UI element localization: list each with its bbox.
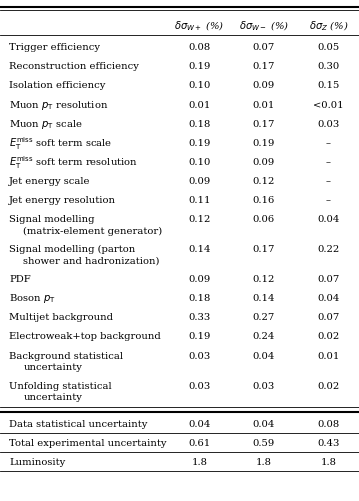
Text: 0.17: 0.17 (253, 245, 275, 254)
Text: 0.18: 0.18 (188, 294, 210, 303)
Text: 0.03: 0.03 (253, 381, 275, 390)
Text: $E_{\rm T}^{\rm miss}$ soft term scale: $E_{\rm T}^{\rm miss}$ soft term scale (9, 135, 112, 151)
Text: 0.04: 0.04 (253, 351, 275, 360)
Text: 0.05: 0.05 (317, 43, 340, 52)
Text: 0.18: 0.18 (188, 119, 210, 128)
Text: 1.8: 1.8 (256, 457, 272, 466)
Text: 0.03: 0.03 (188, 381, 210, 390)
Text: Data statistical uncertainty: Data statistical uncertainty (9, 419, 147, 428)
Text: 0.17: 0.17 (253, 119, 275, 128)
Text: 0.22: 0.22 (317, 245, 340, 254)
Text: $\delta\sigma_Z$ (%): $\delta\sigma_Z$ (%) (309, 19, 348, 33)
Text: 0.09: 0.09 (188, 176, 210, 185)
Text: 0.12: 0.12 (253, 176, 275, 185)
Text: $\delta\sigma_{W-}$ (%): $\delta\sigma_{W-}$ (%) (239, 19, 289, 33)
Text: 0.59: 0.59 (253, 438, 275, 447)
Text: Unfolding statistical: Unfolding statistical (9, 381, 112, 390)
Text: 0.03: 0.03 (188, 351, 210, 360)
Text: 0.17: 0.17 (253, 62, 275, 71)
Text: Muon $p_{\rm T}$ scale: Muon $p_{\rm T}$ scale (9, 117, 83, 130)
Text: Signal modelling: Signal modelling (9, 215, 94, 223)
Text: 0.09: 0.09 (253, 81, 275, 90)
Text: 0.19: 0.19 (253, 138, 275, 147)
Text: 0.07: 0.07 (317, 313, 340, 322)
Text: 0.14: 0.14 (188, 245, 210, 254)
Text: 0.07: 0.07 (253, 43, 275, 52)
Text: Jet energy scale: Jet energy scale (9, 176, 90, 185)
Text: Jet energy resolution: Jet energy resolution (9, 195, 116, 204)
Text: 0.07: 0.07 (317, 275, 340, 284)
Text: Reconstruction efficiency: Reconstruction efficiency (9, 62, 139, 71)
Text: 0.09: 0.09 (188, 275, 210, 284)
Text: 0.19: 0.19 (188, 62, 210, 71)
Text: 1.8: 1.8 (191, 457, 207, 466)
Text: 0.04: 0.04 (317, 215, 340, 223)
Text: Trigger efficiency: Trigger efficiency (9, 43, 100, 52)
Text: 0.01: 0.01 (188, 100, 210, 109)
Text: 1.8: 1.8 (321, 457, 336, 466)
Text: 0.04: 0.04 (317, 294, 340, 303)
Text: 0.06: 0.06 (253, 215, 275, 223)
Text: 0.02: 0.02 (317, 381, 340, 390)
Text: 0.30: 0.30 (317, 62, 340, 71)
Text: (matrix-element generator): (matrix-element generator) (23, 226, 163, 235)
Text: Isolation efficiency: Isolation efficiency (9, 81, 105, 90)
Text: Background statistical: Background statistical (9, 351, 123, 360)
Text: Multijet background: Multijet background (9, 313, 113, 322)
Text: 0.15: 0.15 (317, 81, 340, 90)
Text: –: – (326, 195, 331, 204)
Text: –: – (326, 176, 331, 185)
Text: 0.24: 0.24 (253, 332, 275, 341)
Text: 0.61: 0.61 (188, 438, 210, 447)
Text: Muon $p_{\rm T}$ resolution: Muon $p_{\rm T}$ resolution (9, 98, 108, 111)
Text: $\delta\sigma_{W+}$ (%): $\delta\sigma_{W+}$ (%) (174, 19, 224, 33)
Text: –: – (326, 138, 331, 147)
Text: 0.12: 0.12 (188, 215, 210, 223)
Text: $E_{\rm T}^{\rm miss}$ soft term resolution: $E_{\rm T}^{\rm miss}$ soft term resolut… (9, 154, 138, 170)
Text: 0.03: 0.03 (317, 119, 340, 128)
Text: Signal modelling (parton: Signal modelling (parton (9, 244, 135, 254)
Text: 0.27: 0.27 (253, 313, 275, 322)
Text: uncertainty: uncertainty (23, 392, 82, 401)
Text: 0.11: 0.11 (188, 195, 210, 204)
Text: uncertainty: uncertainty (23, 362, 82, 371)
Text: 0.01: 0.01 (253, 100, 275, 109)
Text: 0.33: 0.33 (188, 313, 210, 322)
Text: 0.10: 0.10 (188, 81, 210, 90)
Text: 0.14: 0.14 (253, 294, 275, 303)
Text: Electroweak+top background: Electroweak+top background (9, 332, 161, 341)
Text: 0.12: 0.12 (253, 275, 275, 284)
Text: 0.02: 0.02 (317, 332, 340, 341)
Text: PDF: PDF (9, 275, 31, 284)
Text: Total experimental uncertainty: Total experimental uncertainty (9, 438, 167, 447)
Text: 0.43: 0.43 (317, 438, 340, 447)
Text: 0.09: 0.09 (253, 157, 275, 166)
Text: Luminosity: Luminosity (9, 457, 65, 466)
Text: Boson $p_{\rm T}$: Boson $p_{\rm T}$ (9, 292, 56, 305)
Text: 0.10: 0.10 (188, 157, 210, 166)
Text: 0.04: 0.04 (253, 419, 275, 428)
Text: 0.01: 0.01 (317, 351, 340, 360)
Text: 0.08: 0.08 (317, 419, 340, 428)
Text: shower and hadronization): shower and hadronization) (23, 256, 160, 265)
Text: 0.04: 0.04 (188, 419, 210, 428)
Text: –: – (326, 157, 331, 166)
Text: 0.16: 0.16 (253, 195, 275, 204)
Text: 0.19: 0.19 (188, 138, 210, 147)
Text: 0.08: 0.08 (188, 43, 210, 52)
Text: <0.01: <0.01 (313, 100, 344, 109)
Text: 0.19: 0.19 (188, 332, 210, 341)
